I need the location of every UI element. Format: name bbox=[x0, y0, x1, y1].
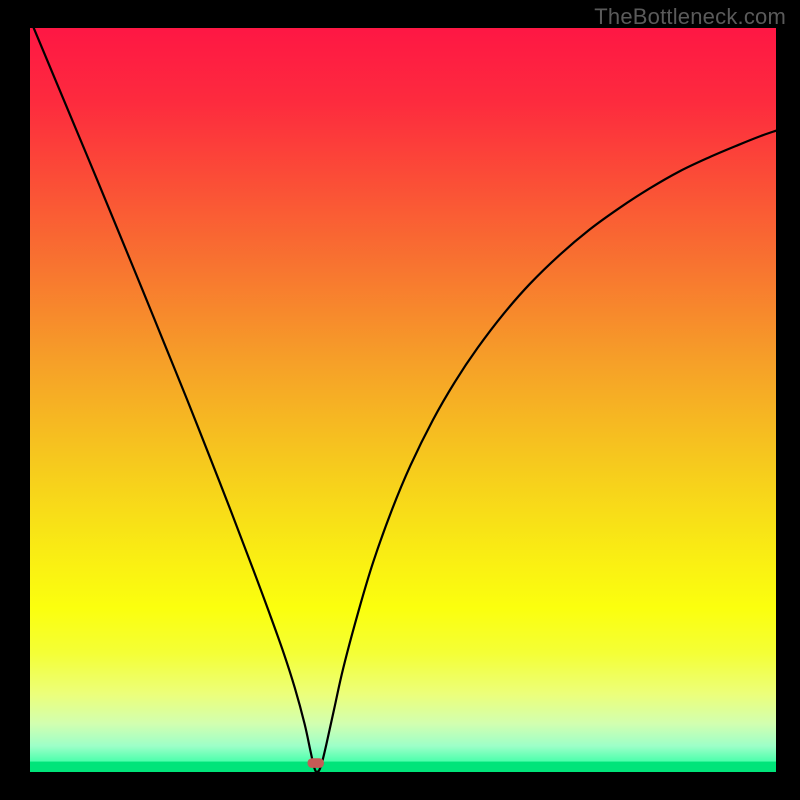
minimum-marker bbox=[308, 758, 324, 768]
chart-frame: TheBottleneck.com bbox=[0, 0, 800, 800]
chart-svg bbox=[0, 0, 800, 800]
baseline-band bbox=[30, 762, 776, 772]
gradient-background bbox=[30, 28, 776, 772]
